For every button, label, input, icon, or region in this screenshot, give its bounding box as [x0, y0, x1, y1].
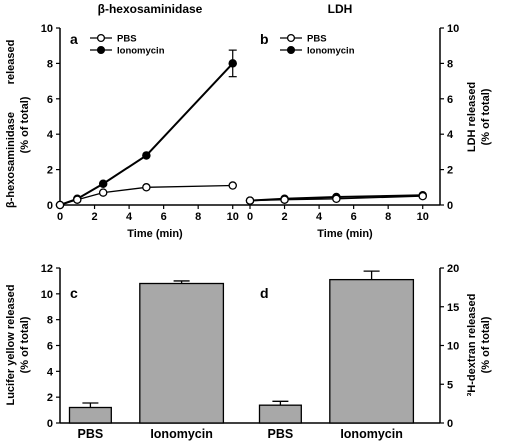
- y-tick-label: 8: [447, 58, 453, 70]
- x-tick-label: 2: [281, 211, 287, 223]
- category-label: Ionomycin: [150, 427, 213, 441]
- data-point-pbs: [245, 196, 255, 205]
- y-tick-label: 0: [447, 418, 453, 430]
- y-axis-label: (% of total): [19, 316, 31, 373]
- y-axis-label: ³H-dextran released: [466, 294, 478, 397]
- panel-letter: b: [260, 31, 269, 47]
- bar-ionomycin: [329, 278, 415, 424]
- y-tick-label: 8: [47, 315, 53, 327]
- legend-label: Ionomycin: [307, 46, 355, 57]
- data-point-pbs: [280, 195, 289, 204]
- y-axis-label: (% of total): [480, 316, 492, 373]
- bar-ionomycin: [139, 282, 225, 424]
- y-tick-label: 10: [447, 341, 459, 353]
- y-tick-label: 4: [447, 129, 454, 141]
- category-label: Ionomycin: [340, 427, 403, 441]
- x-tick-label: 6: [161, 211, 167, 223]
- y-tick-label: 0: [47, 200, 53, 212]
- y-tick-label: 10: [447, 23, 459, 35]
- data-point-pbs: [55, 200, 65, 210]
- y-tick-label: 15: [447, 302, 459, 314]
- data-point-pbs: [142, 183, 151, 192]
- y-tick-label: 4: [47, 129, 54, 141]
- category-label: PBS: [78, 427, 104, 441]
- panel-letter: d: [260, 285, 269, 301]
- y-axis-label: (% of total): [19, 96, 31, 153]
- bar-pbs: [258, 404, 302, 424]
- data-point-ionomycin: [228, 59, 237, 68]
- legend-marker: [96, 45, 106, 55]
- y-tick-label: 8: [47, 58, 53, 70]
- y-axis-label: LDH released: [466, 82, 478, 152]
- category-label: PBS: [268, 427, 294, 441]
- legend-marker: [286, 33, 296, 43]
- legend-label: PBS: [307, 34, 327, 45]
- legend-label: Ionomycin: [117, 46, 165, 57]
- y-tick-label: 2: [447, 165, 453, 177]
- data-point-ionomycin: [98, 179, 108, 189]
- y-tick-label: 2: [47, 165, 53, 177]
- legend-marker: [286, 45, 296, 55]
- chart-title: β-hexosaminidase: [98, 2, 203, 16]
- y-axis-label: (% of total): [480, 88, 492, 145]
- panel-c-lucifer-yellow-chart: 0 2 4 6 8 10 12 PBS Ionomycin c Lucifer yellow rel…: [5, 263, 250, 441]
- y-tick-label: 2: [47, 392, 53, 404]
- y-tick-label: 6: [47, 94, 53, 106]
- y-tick-label: 0: [47, 418, 53, 430]
- series-line-pbs: [249, 195, 423, 202]
- data-point-pbs: [228, 181, 237, 190]
- y-axis-label: β-hexosaminidase: [5, 112, 17, 208]
- x-axis-label: Time (min): [127, 228, 183, 240]
- data-point-pbs: [418, 191, 427, 201]
- x-tick-label: 2: [91, 211, 97, 223]
- panel-letter: a: [70, 31, 78, 47]
- x-tick-label: 4: [316, 211, 323, 223]
- legend-marker: [96, 33, 106, 43]
- x-tick-label: 6: [351, 211, 357, 223]
- y-axis-label: Lucifer yellow released: [5, 284, 17, 405]
- data-point-pbs: [98, 188, 108, 197]
- panel-letter: c: [70, 285, 78, 301]
- y-tick-label: 5: [447, 379, 453, 391]
- x-tick-label: 10: [227, 211, 239, 223]
- x-tick-label: 8: [195, 211, 201, 223]
- y-tick-label: 4: [47, 366, 54, 378]
- y-tick-label: 20: [447, 263, 459, 275]
- y-tick-label: 10: [41, 23, 53, 35]
- x-tick-label: 10: [417, 211, 429, 223]
- x-tick-label: 0: [247, 211, 253, 223]
- y-tick-label: 10: [41, 289, 53, 301]
- bar-pbs: [68, 406, 112, 424]
- x-tick-label: 0: [57, 211, 63, 223]
- x-axis-label: Time (min): [317, 228, 373, 240]
- data-point-ionomycin: [142, 151, 151, 160]
- data-point-pbs: [332, 194, 341, 204]
- legend-label: PBS: [117, 34, 137, 45]
- data-point-pbs: [73, 195, 82, 204]
- chart-title: LDH: [328, 2, 353, 16]
- x-tick-label: 8: [385, 211, 391, 223]
- y-axis-label: released: [5, 40, 17, 85]
- y-tick-label: 0: [447, 200, 453, 212]
- y-tick-label: 6: [447, 94, 453, 106]
- x-tick-label: 4: [126, 211, 133, 223]
- y-tick-label: 12: [41, 263, 53, 275]
- panel-d-dextran-chart: 0 5 10 15 20 PBS Ionomycin d ³H-dextran released…: [250, 263, 492, 441]
- y-tick-label: 6: [47, 341, 53, 353]
